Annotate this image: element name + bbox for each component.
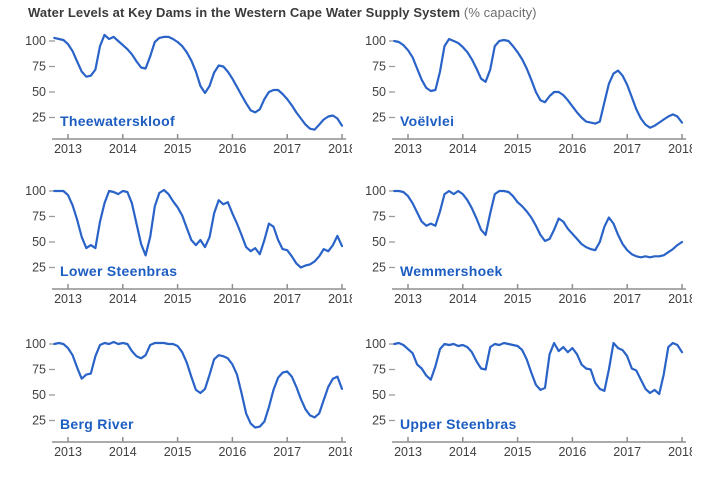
chart-title-main: Water Levels at Key Dams in the Western … <box>28 5 461 20</box>
dam-label: Theewaterskloof <box>60 113 175 129</box>
x-tick-label: 2015 <box>504 142 532 156</box>
x-tick-label: 2017 <box>613 445 641 459</box>
y-tick-label: 75 <box>32 363 46 377</box>
x-tick-label: 2017 <box>273 445 301 459</box>
x-tick-label: 2014 <box>449 142 477 156</box>
x-tick-label: 2017 <box>273 292 301 306</box>
x-tick-label: 2013 <box>394 142 422 156</box>
panel-wemmershoek: 2013 2014 2015 2016 2017 2018 100 75 50 25 Wemmer… <box>356 179 692 311</box>
water-level-line <box>53 188 344 269</box>
line-chart-svg: 2013 2014 2015 2016 2017 2018 100 75 50 25 <box>365 34 692 156</box>
x-tick-label: 2016 <box>558 142 586 156</box>
y-tick-label: 75 <box>372 210 386 224</box>
y-tick-label: 100 <box>365 34 386 48</box>
x-tick-label: 2015 <box>164 445 192 459</box>
water-level-line <box>393 341 684 396</box>
x-tick-label: 2013 <box>54 445 82 459</box>
water-level-line <box>53 33 344 131</box>
chart-title-unit: (% capacity) <box>460 5 537 20</box>
x-tick-label: 2018 <box>328 445 352 459</box>
y-tick-label: 50 <box>32 388 46 402</box>
panel-berg-river: 2013 2014 2015 2016 2017 2018 100 75 50 25 Berg R… <box>16 332 352 464</box>
line-chart-svg: 2013 2014 2015 2016 2017 2018 100 75 50 25 <box>365 337 692 459</box>
y-tick-label: 50 <box>372 85 386 99</box>
dam-label: Wemmershoek <box>400 263 503 279</box>
x-tick-label: 2018 <box>328 292 352 306</box>
dam-label: Upper Steenbras <box>400 416 517 432</box>
x-tick-label: 2014 <box>109 292 137 306</box>
y-tick-label: 25 <box>32 414 46 428</box>
y-tick-label: 75 <box>372 60 386 74</box>
x-tick-label: 2016 <box>558 445 586 459</box>
y-tick-label: 25 <box>32 261 46 275</box>
x-tick-label: 2017 <box>613 142 641 156</box>
x-tick-label: 2018 <box>328 142 352 156</box>
line-chart-svg: 2013 2014 2015 2016 2017 2018 100 75 50 25 <box>25 33 352 156</box>
x-tick-label: 2013 <box>54 142 82 156</box>
panel-lower-steenbras: 2013 2014 2015 2016 2017 2018 100 75 50 25 Lower … <box>16 179 352 311</box>
y-tick-label: 25 <box>32 111 46 125</box>
x-tick-label: 2017 <box>273 142 301 156</box>
x-tick-label: 2016 <box>218 142 246 156</box>
water-level-line <box>53 340 344 429</box>
x-tick-label: 2014 <box>109 445 137 459</box>
x-tick-label: 2014 <box>109 142 137 156</box>
y-tick-label: 75 <box>32 210 46 224</box>
dam-label: Berg River <box>60 416 134 432</box>
x-tick-label: 2018 <box>668 292 692 306</box>
line-chart-svg: 2013 2014 2015 2016 2017 2018 100 75 50 25 <box>25 337 352 459</box>
dam-label: Lower Steenbras <box>60 263 178 279</box>
y-tick-label: 50 <box>32 85 46 99</box>
x-tick-label: 2018 <box>668 445 692 459</box>
x-tick-label: 2017 <box>613 292 641 306</box>
x-tick-label: 2018 <box>668 142 692 156</box>
y-tick-label: 50 <box>372 388 386 402</box>
x-tick-label: 2016 <box>218 445 246 459</box>
y-tick-label: 75 <box>372 363 386 377</box>
y-tick-label: 75 <box>32 60 46 74</box>
chart-title: Water Levels at Key Dams in the Western … <box>28 4 537 22</box>
y-tick-label: 100 <box>25 337 46 351</box>
x-tick-label: 2015 <box>504 292 532 306</box>
panel-theewaterskloof: 2013 2014 2015 2016 2017 2018 100 75 50 25 Theewa… <box>16 29 352 161</box>
x-tick-label: 2015 <box>164 292 192 306</box>
y-tick-label: 25 <box>372 261 386 275</box>
dam-label: Voëlvlei <box>400 113 455 129</box>
x-tick-label: 2014 <box>449 445 477 459</box>
x-tick-label: 2015 <box>504 445 532 459</box>
y-tick-label: 100 <box>25 34 46 48</box>
x-tick-label: 2015 <box>164 142 192 156</box>
y-tick-label: 25 <box>372 111 386 125</box>
x-tick-label: 2013 <box>54 292 82 306</box>
x-tick-label: 2013 <box>394 445 422 459</box>
y-tick-label: 100 <box>365 184 386 198</box>
x-tick-label: 2016 <box>558 292 586 306</box>
y-tick-label: 50 <box>372 235 386 249</box>
line-chart-svg: 2013 2014 2015 2016 2017 2018 100 75 50 25 <box>25 184 352 306</box>
y-tick-label: 25 <box>372 414 386 428</box>
y-tick-label: 50 <box>32 235 46 249</box>
panel-upper-steenbras: 2013 2014 2015 2016 2017 2018 100 75 50 25 Upper … <box>356 332 692 464</box>
panel-voelvlei: 2013 2014 2015 2016 2017 2018 100 75 50 25 Voëlvl… <box>356 29 692 161</box>
x-tick-label: 2014 <box>449 292 477 306</box>
x-tick-label: 2016 <box>218 292 246 306</box>
water-level-line <box>393 37 684 129</box>
x-tick-label: 2013 <box>394 292 422 306</box>
y-tick-label: 100 <box>25 184 46 198</box>
water-level-line <box>393 189 684 259</box>
line-chart-svg: 2013 2014 2015 2016 2017 2018 100 75 50 25 <box>365 184 692 306</box>
y-tick-label: 100 <box>365 337 386 351</box>
